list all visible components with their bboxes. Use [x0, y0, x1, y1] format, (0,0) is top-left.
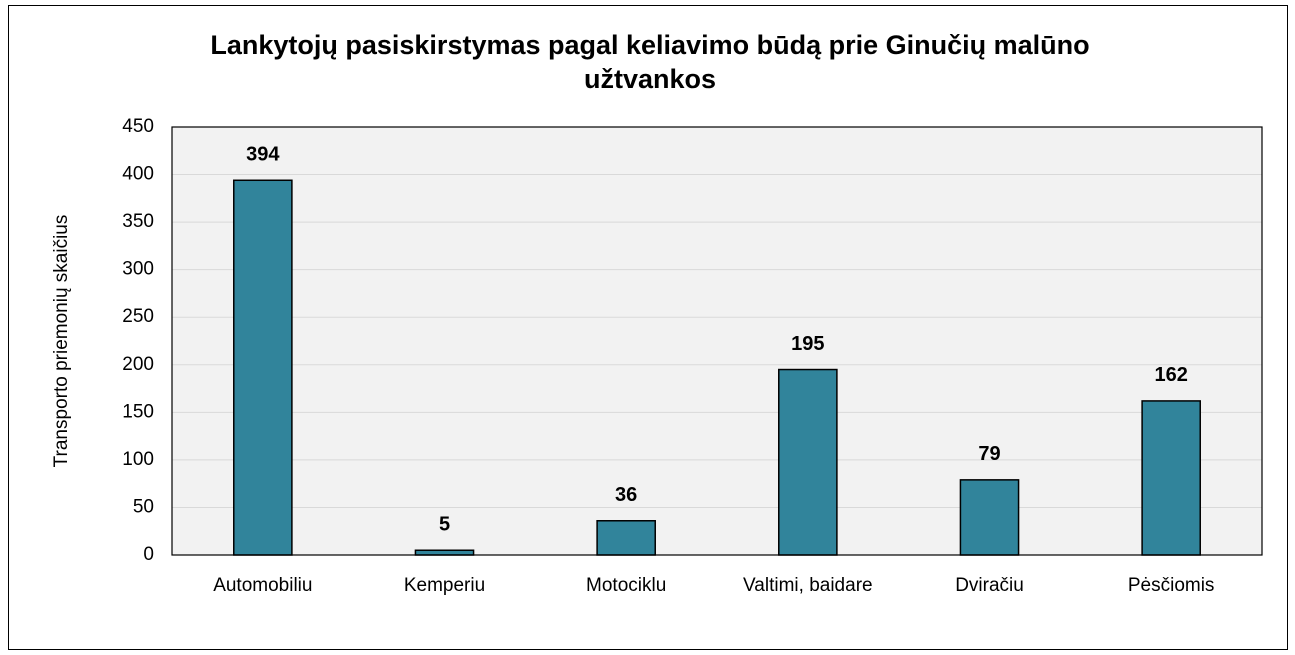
x-tick-label: Motociklu	[586, 575, 667, 596]
y-tick-label: 300	[122, 259, 154, 280]
x-tick-label: Pėsčiomis	[1127, 575, 1215, 596]
y-tick-label: 350	[122, 211, 154, 232]
x-tick-label: Automobiliu	[213, 575, 313, 596]
plot-area	[172, 127, 1262, 555]
data-label: 79	[978, 443, 1000, 465]
bar	[1141, 400, 1201, 556]
y-tick-label: 150	[122, 401, 154, 422]
y-tick-label: 250	[122, 306, 154, 327]
x-tick-label: Valtimi, baidare	[743, 575, 873, 596]
y-tick-label: 100	[122, 449, 154, 470]
data-label: 36	[615, 484, 637, 506]
data-label: 394	[246, 144, 280, 166]
chart-title: Lankytojų pasiskirstymas pagal keliavimo…	[210, 30, 1090, 94]
data-label: 195	[791, 333, 824, 355]
x-tick-label: Dviračiu	[955, 575, 1024, 596]
bar	[233, 179, 293, 556]
y-tick-label: 0	[143, 544, 154, 565]
y-tick-label: 450	[122, 116, 154, 137]
bar	[414, 549, 475, 556]
y-tick-label: 200	[122, 354, 154, 375]
bar	[959, 479, 1020, 556]
plot-border	[171, 126, 1263, 556]
x-tick-label: Kemperiu	[403, 575, 486, 596]
bar	[596, 520, 656, 556]
data-label: 162	[1154, 364, 1187, 386]
y-tick-label: 400	[122, 164, 154, 185]
bar	[778, 368, 838, 556]
y-tick-label: 50	[133, 496, 154, 517]
y-axis-label: Transporto priemonių skaičius	[51, 215, 72, 468]
data-label: 5	[439, 514, 450, 536]
